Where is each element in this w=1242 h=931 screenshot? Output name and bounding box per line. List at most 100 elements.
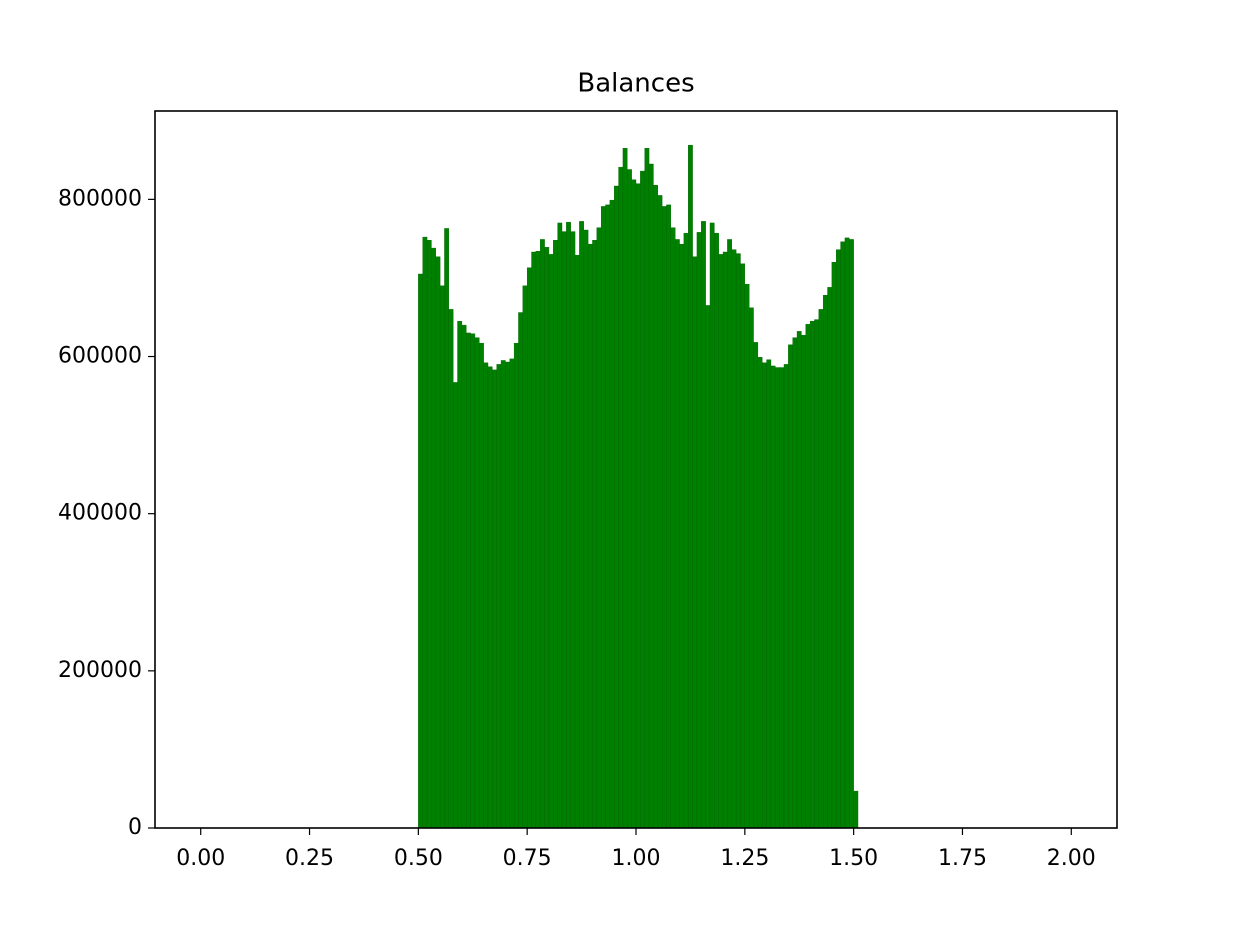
bar (570, 231, 576, 829)
bar (661, 206, 667, 829)
bar (635, 183, 641, 829)
bar (679, 243, 685, 829)
bar (496, 364, 502, 829)
bar (631, 179, 637, 829)
bar (474, 337, 480, 829)
bar (792, 337, 798, 829)
bar (744, 284, 750, 829)
bar (818, 309, 824, 829)
bar (505, 361, 510, 829)
bar (766, 359, 772, 829)
y-tick-label: 600000 (58, 344, 142, 369)
bar (483, 362, 489, 829)
bar (853, 790, 859, 829)
bar (479, 342, 484, 829)
x-tick-label: 0.00 (176, 846, 225, 871)
bar (644, 148, 650, 829)
bar (492, 369, 497, 829)
bar (640, 170, 645, 829)
bar (670, 227, 676, 829)
bar (522, 285, 528, 829)
bar (600, 206, 606, 829)
bar (696, 232, 702, 829)
bar (592, 240, 598, 829)
bar (622, 148, 628, 829)
bar (718, 254, 724, 829)
bar (566, 221, 571, 829)
bar (688, 144, 693, 829)
bar (714, 232, 719, 829)
bar (740, 263, 746, 829)
x-tick-label: 2.00 (1047, 846, 1096, 871)
plot-frame (154, 110, 1118, 829)
bar (849, 239, 854, 829)
bar (618, 166, 624, 829)
bar (518, 312, 524, 829)
x-tick-label: 1.50 (829, 846, 878, 871)
bar (513, 342, 519, 829)
bar (609, 199, 615, 829)
bar (683, 232, 689, 829)
bar (762, 362, 767, 829)
bar (461, 324, 467, 829)
bar (535, 251, 541, 829)
bar (561, 231, 567, 829)
bar (596, 227, 602, 829)
bar (757, 357, 763, 829)
bar (727, 239, 732, 829)
bar (500, 360, 506, 829)
bar (822, 295, 828, 829)
y-tick-label: 0 (128, 815, 142, 840)
bar (553, 240, 558, 829)
y-tick-label: 200000 (58, 658, 142, 683)
bar (452, 382, 458, 829)
bar (418, 273, 423, 829)
bar (748, 307, 754, 829)
bar (574, 254, 580, 829)
bar (548, 254, 554, 829)
bar (587, 243, 593, 829)
bar (692, 256, 698, 829)
bar (526, 267, 532, 829)
bar (605, 204, 611, 829)
bar (809, 320, 815, 829)
bar (735, 253, 741, 829)
y-tick-label: 400000 (58, 501, 142, 526)
bar (796, 331, 802, 829)
bar (783, 364, 789, 829)
bar (657, 195, 663, 829)
x-tick-label: 1.25 (720, 846, 769, 871)
bar (426, 240, 432, 829)
x-tick-label: 0.50 (394, 846, 443, 871)
bar (709, 222, 715, 829)
bar (448, 309, 454, 829)
bar (579, 221, 584, 829)
bar (775, 367, 780, 829)
bar (836, 249, 841, 829)
bar (801, 335, 806, 829)
bar (753, 342, 759, 829)
bar (648, 163, 654, 829)
bar (466, 332, 471, 829)
bar (435, 256, 441, 829)
x-tick-label: 1.00 (612, 846, 661, 871)
bar (431, 247, 436, 829)
bar (557, 222, 563, 829)
x-tick-label: 0.25 (285, 846, 334, 871)
x-tick-label: 1.75 (938, 846, 987, 871)
bar (814, 319, 820, 829)
chart-title: Balances (577, 69, 694, 99)
bar (544, 247, 550, 829)
bar (583, 229, 589, 829)
bar (614, 185, 619, 829)
bar (731, 249, 737, 829)
bar (827, 287, 833, 829)
bar (457, 320, 463, 829)
y-tick-label: 800000 (58, 186, 142, 211)
bar (627, 169, 632, 829)
bar (844, 237, 850, 829)
bar (770, 365, 776, 829)
bar (805, 324, 811, 829)
